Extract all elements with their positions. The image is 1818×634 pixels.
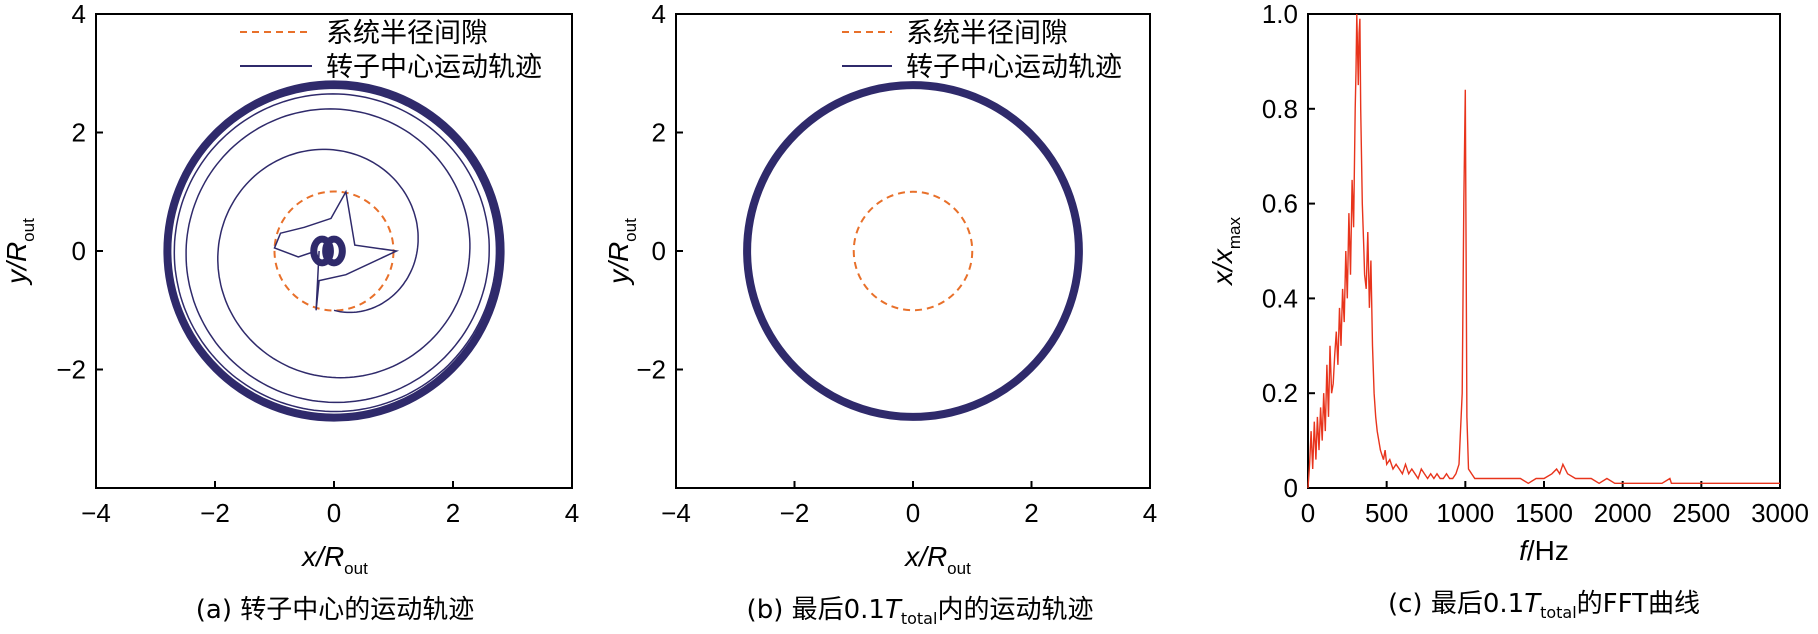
xtick-label-2-3: 1500: [1515, 498, 1573, 528]
panel-b-legend: 系统半径间隙 转子中心运动轨迹: [842, 18, 1122, 83]
ytick-label-0-3: −2: [56, 355, 86, 385]
xtick-label-0-3: 2: [446, 498, 460, 528]
panel-c: 0 500 1000 1500 2000 2500 30001.00.80.60.40.20…: [1207, 0, 1809, 622]
panel-b-caption: (b) 最后0.1Ttotal内的运动轨迹: [747, 595, 1094, 628]
ytick-label-2-1: 0.8: [1262, 94, 1298, 124]
panel-b-xlabel: x/Rout: [903, 541, 971, 578]
xtick-label-0-2: 0: [327, 498, 341, 528]
legend-a-clearance-label: 系统半径间隙: [326, 18, 488, 49]
xtick-label-2-4: 2000: [1594, 498, 1652, 528]
ytick-label-2-2: 0.6: [1262, 189, 1298, 219]
xtick-label-0-0: −4: [81, 498, 111, 528]
xtick-label-2-5: 2500: [1672, 498, 1730, 528]
panel-c-frame: [1307, 13, 1781, 489]
panel-a-legend: 系统半径间隙 转子中心运动轨迹: [240, 18, 542, 83]
xtick-label-1-2: 0: [906, 498, 920, 528]
panel-b-ticks: −4 −2 0 2 4 4 2 0 −2: [636, 0, 1157, 528]
legend-a-orbit-label: 转子中心运动轨迹: [326, 52, 542, 83]
panel-c-plot: [1307, 13, 1780, 489]
xtick-label-0-1: −2: [200, 498, 230, 528]
xtick-label-1-1: −2: [780, 498, 810, 528]
ytick-label-0-1: 2: [72, 118, 86, 148]
legend-b-clearance-label: 系统半径间隙: [906, 18, 1068, 49]
panel-b-plot: [743, 81, 1083, 421]
ytick-label-0-2: 0: [72, 236, 86, 266]
xtick-label-1-3: 2: [1024, 498, 1038, 528]
xtick-label-2-1: 500: [1365, 498, 1408, 528]
ytick-label-2-5: 0: [1284, 473, 1298, 503]
fft-curve: [1307, 13, 1780, 489]
ytick-label-1-1: 2: [652, 118, 666, 148]
clearance-circle-a: [273, 190, 395, 312]
panel-c-ylabel: x/xmax: [1207, 217, 1244, 287]
panel-c-ticks: 0 500 1000 1500 2000 2500 3000 1.0 0.8 0.6 0.4 0.2 0: [1262, 0, 1809, 528]
panel-a-caption: (a) 转子中心的运动轨迹: [196, 595, 475, 625]
ytick-label-2-3: 0.4: [1262, 283, 1298, 313]
panel-a-ticks: −4 −2 0 2 4 4 2 0 −2: [56, 0, 579, 528]
orbit-a-steady: [163, 80, 505, 422]
legend-b-orbit-label: 转子中心运动轨迹: [906, 52, 1122, 83]
orbit-b-steady: [743, 81, 1083, 421]
panel-b: −4 −2 0 2 4 4 2 0 −2 系统半径间隙 转子中心运动轨迹 x/Rout y/Ro…: [603, 0, 1157, 628]
xtick-label-1-0: −4: [661, 498, 691, 528]
ytick-label-0-0: 4: [72, 0, 86, 29]
orbit-a-transient: [273, 189, 400, 311]
panel-a: −4 −2 0 2 4 4 2 0 −2 系统半径间隙 转子中心运动轨迹 x/Rout y/Ro…: [1, 0, 579, 625]
panel-a-plot: [163, 80, 505, 422]
orbit-a-center-loop-1: [310, 235, 334, 267]
panel-b-ylabel: y/Rout: [603, 218, 640, 286]
ytick-label-1-0: 4: [652, 0, 666, 29]
xtick-label-1-4: 4: [1143, 498, 1157, 528]
ytick-label-1-3: −2: [636, 355, 666, 385]
xtick-label-2-6: 3000: [1751, 498, 1809, 528]
orbit-a-center-loop-2: [322, 235, 346, 267]
panel-c-xlabel: f/Hz: [1519, 535, 1569, 566]
panel-a-ylabel: y/Rout: [1, 218, 38, 286]
panel-a-xlabel: x/Rout: [300, 541, 368, 578]
clearance-circle-b: [852, 190, 974, 312]
ytick-label-2-0: 1.0: [1262, 0, 1298, 29]
xtick-label-2-0: 0: [1301, 498, 1315, 528]
panel-c-caption: (c) 最后0.1Ttotal的FFT曲线: [1388, 589, 1700, 622]
ytick-label-1-2: 0: [652, 236, 666, 266]
xtick-label-0-4: 4: [565, 498, 579, 528]
xtick-label-2-2: 1000: [1436, 498, 1494, 528]
ytick-label-2-4: 0.2: [1262, 378, 1298, 408]
